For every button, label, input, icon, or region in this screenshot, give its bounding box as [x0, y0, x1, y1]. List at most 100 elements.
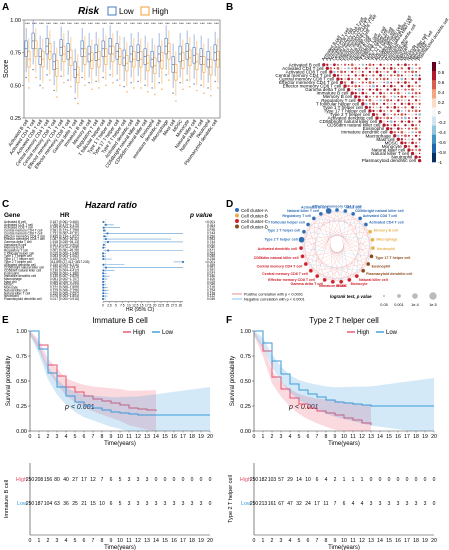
- km-curve-low: [254, 330, 434, 407]
- risk-table-count: 0: [424, 477, 427, 483]
- correlation-dot: [375, 88, 379, 92]
- correlation-dot: [408, 113, 410, 115]
- correlation-dot: [368, 109, 372, 113]
- correlation-dot: [390, 96, 392, 98]
- significance-mark: ***: [130, 21, 135, 26]
- correlation-dot: [408, 142, 410, 144]
- correlation-dot: [343, 81, 347, 84]
- risk-table-x-tick-label: 19: [422, 538, 428, 544]
- correlation-dot: [376, 74, 378, 77]
- forest-gene: T follicular helper cell: [4, 251, 34, 255]
- km-x-tick-label: 12: [135, 434, 141, 440]
- correlation-dot: [400, 74, 403, 77]
- correlation-dot: [354, 81, 357, 84]
- correlation-dot: [390, 74, 393, 77]
- forest-pvalue: 0.671: [207, 249, 215, 253]
- colorbar-tick: -0.8: [438, 150, 446, 155]
- correlation-dot: [390, 109, 393, 113]
- correlation-dot: [380, 103, 382, 105]
- correlation-dot: [393, 123, 397, 127]
- significance-mark: ***: [88, 21, 93, 26]
- correlation-dot: [386, 123, 389, 127]
- correlation-dot: [401, 64, 403, 66]
- size-legend-dot: [429, 292, 437, 300]
- correlation-edge: [320, 213, 342, 282]
- km-x-tick-label: 0: [253, 434, 256, 440]
- cluster-legend-label: Cell cluster-B: [241, 214, 268, 219]
- significance-mark: ***: [151, 21, 156, 26]
- forest-pvalue: <0.001: [205, 220, 215, 224]
- correlation-dot: [418, 113, 422, 116]
- correlation-dot: [351, 67, 353, 70]
- correlation-dot: [408, 124, 410, 126]
- forest-pvalue: 0.744: [207, 231, 215, 235]
- correlation-dot: [415, 67, 417, 69]
- size-legend-label: 1e-5: [429, 303, 437, 307]
- forest-x-tick-label: 5: [115, 303, 117, 307]
- km-x-tick-label: 6: [83, 434, 86, 440]
- km-x-tick-label: 12: [359, 434, 365, 440]
- forest-gene: Mast cell: [4, 280, 17, 284]
- outlier-point: [119, 84, 121, 87]
- risk-table-x-tick-label: 9: [334, 538, 337, 544]
- forest-pvalue: 0.040: [207, 246, 215, 250]
- correlation-dot: [340, 74, 343, 77]
- forest-hr: 0.381 (0.123~1.196): [50, 229, 79, 233]
- risk-table-count: 0: [406, 477, 409, 483]
- outlier-point: [196, 89, 198, 92]
- correlation-dot: [361, 74, 365, 77]
- header-p: p value: [189, 212, 213, 219]
- colorbar-segment: [432, 125, 436, 136]
- forest-gene: MDSC: [4, 283, 14, 287]
- correlation-dot: [397, 67, 399, 69]
- km-y-tick-label: 0.50: [16, 379, 27, 385]
- forest-estimate: [102, 275, 105, 278]
- km-y-tick-label: 0.00: [16, 429, 27, 435]
- network-node: [363, 222, 369, 227]
- forest-pvalue: 0.077: [207, 271, 215, 275]
- correlation-dot: [404, 106, 407, 109]
- correlation-dot: [401, 124, 403, 126]
- risk-table-count: 67: [278, 501, 284, 507]
- correlation-dot: [344, 70, 347, 73]
- km-x-tick-label: 11: [126, 434, 131, 440]
- risk-table-count: 250: [26, 501, 35, 507]
- correlation-dot: [358, 92, 360, 94]
- colorbar-segment: [432, 89, 436, 99]
- correlation-edge: [303, 231, 373, 240]
- network-node-label: MDSC: [336, 284, 347, 288]
- forest-hr: 0.122 (0.008~1.809): [50, 286, 79, 290]
- risk-table-count: 104: [44, 501, 53, 507]
- correlation-dot: [408, 71, 410, 73]
- risk-table-count: 6: [110, 477, 113, 483]
- correlation-dot: [365, 64, 368, 66]
- correlation-dot: [396, 74, 400, 77]
- outlier-point: [161, 88, 163, 90]
- cluster-legend-dot: [235, 213, 239, 218]
- matrix-row-label: Type 17 T helper cell: [324, 108, 366, 113]
- correlation-dot: [350, 81, 354, 84]
- matrix-row-label: Central memory CD4 T cell: [275, 73, 330, 78]
- correlation-edge: [308, 224, 325, 280]
- network-node: [315, 273, 320, 279]
- forest-gene: Plasmacytoid dendritic cell: [4, 297, 42, 301]
- correlation-dot: [394, 64, 396, 66]
- colorbar-segment: [432, 80, 436, 90]
- correlation-dot: [383, 71, 385, 73]
- forest-pvalue: 0.744: [207, 240, 215, 244]
- correlation-dot: [415, 113, 417, 116]
- correlation-dot: [361, 81, 364, 84]
- network-node: [298, 245, 304, 251]
- correlation-edge: [341, 263, 369, 282]
- outlier-point: [109, 74, 111, 76]
- outlier-point: [172, 92, 174, 94]
- colorbar-tick: -0.4: [438, 130, 446, 135]
- correlation-dot: [365, 84, 368, 88]
- network-node: [369, 254, 374, 259]
- correlation-dot: [404, 78, 407, 80]
- matrix-row-label: Memory B cell: [323, 94, 352, 99]
- correlation-dot: [414, 63, 418, 66]
- significance-mark: ***: [53, 21, 58, 26]
- forest-pvalue: 0.053: [207, 251, 215, 255]
- correlation-edge: [300, 218, 314, 249]
